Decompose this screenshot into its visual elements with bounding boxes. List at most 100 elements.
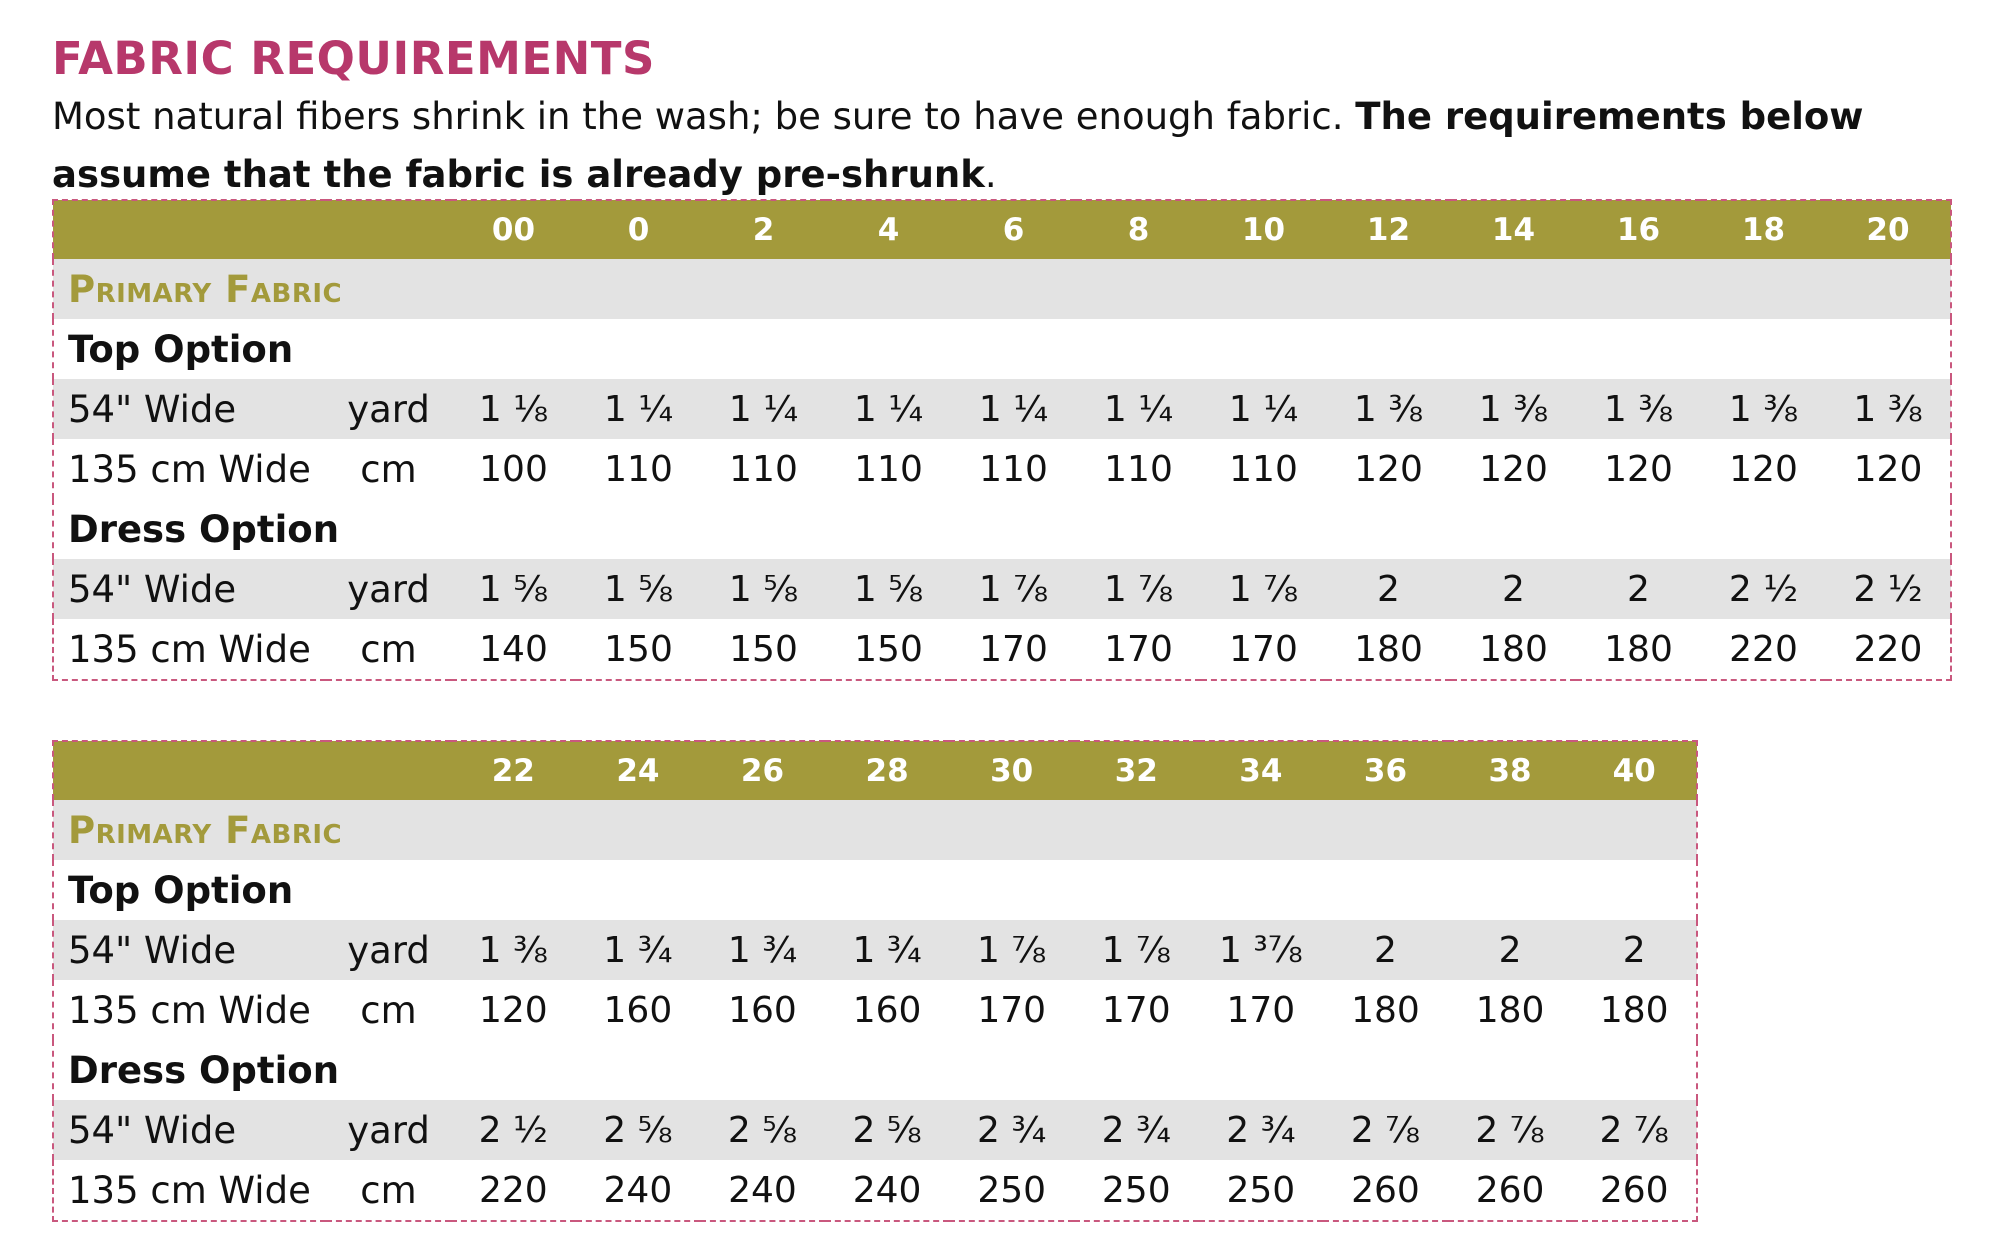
value-cell: 170	[949, 980, 1074, 1040]
row-label: 54" Wide	[53, 920, 326, 980]
value-cell: 2 ¾	[1198, 1100, 1324, 1160]
value-cell: 260	[1323, 1160, 1448, 1221]
value-cell: 120	[1576, 439, 1701, 499]
value-cell: 1 ⅜	[1701, 379, 1826, 439]
table-row: 135 cm Wide cm 120 160 160 160 170 170 170 180 180…	[53, 980, 1697, 1040]
value-cell: 120	[1326, 439, 1451, 499]
value-cell: 110	[1076, 439, 1201, 499]
value-cell: 170	[1198, 980, 1324, 1040]
value-cell: 1 ¼	[576, 379, 701, 439]
size-header: 38	[1447, 741, 1573, 800]
value-cell: 160	[700, 980, 825, 1040]
value-cell: 1 ¾	[700, 920, 825, 980]
size-header: 36	[1323, 741, 1448, 800]
value-cell: 1 ⅝	[826, 559, 951, 619]
value-cell: 170	[1201, 619, 1326, 680]
value-cell: 100	[451, 439, 576, 499]
row-unit: yard	[326, 379, 451, 439]
value-cell: 1 ⅜	[1451, 379, 1576, 439]
row-label: 135 cm Wide	[53, 1160, 326, 1221]
value-cell: 2	[1323, 920, 1448, 980]
value-cell: 110	[826, 439, 951, 499]
table-row: 135 cm Wide cm 140 150 150 150 170 170 170 180 180…	[53, 619, 1951, 680]
value-cell: 1 ¼	[1201, 379, 1326, 439]
value-cell: 2 ⅞	[1323, 1100, 1448, 1160]
value-cell: 180	[1451, 619, 1576, 680]
intro-text: Most natural fibers shrink in the wash; …	[52, 88, 1952, 204]
value-cell: 1 ³⁷⁄₈	[1198, 920, 1324, 980]
value-cell: 2	[1576, 559, 1701, 619]
top-option-label: Top Option	[53, 319, 1951, 379]
size-header: 00	[451, 200, 576, 259]
row-label: 54" Wide	[53, 379, 326, 439]
value-cell: 120	[1826, 439, 1951, 499]
size-header: 0	[576, 200, 701, 259]
value-cell: 1 ⅞	[949, 920, 1074, 980]
value-cell: 250	[949, 1160, 1074, 1221]
value-cell: 2 ½	[451, 1100, 576, 1160]
dress-option-label: Dress Option	[53, 499, 1951, 559]
value-cell: 1 ⅛	[451, 379, 576, 439]
row-label: 135 cm Wide	[53, 439, 326, 499]
value-cell: 260	[1572, 1160, 1697, 1221]
value-cell: 2	[1447, 920, 1573, 980]
value-cell: 1 ¼	[701, 379, 826, 439]
row-unit: yard	[326, 920, 451, 980]
value-cell: 150	[576, 619, 701, 680]
value-cell: 1 ⅞	[1201, 559, 1326, 619]
size-header: 18	[1701, 200, 1826, 259]
size-header: 6	[951, 200, 1076, 259]
row-label: 54" Wide	[53, 559, 326, 619]
value-cell: 250	[1073, 1160, 1199, 1221]
size-header: 40	[1572, 741, 1697, 800]
value-cell: 1 ⅞	[1073, 920, 1199, 980]
size-header: 20	[1826, 200, 1951, 259]
value-cell: 1 ⅜	[1326, 379, 1451, 439]
section-title: Primary Fabric	[53, 259, 1951, 319]
size-header-row: 22 24 26 28 30 32 34 36 38 40	[53, 741, 1697, 800]
page-title: FABRIC REQUIREMENTS	[52, 32, 655, 85]
value-cell: 180	[1323, 980, 1448, 1040]
value-cell: 180	[1572, 980, 1697, 1040]
row-unit: cm	[326, 619, 451, 680]
value-cell: 2 ⅞	[1447, 1100, 1573, 1160]
value-cell: 170	[1076, 619, 1201, 680]
value-cell: 2	[1451, 559, 1576, 619]
value-cell: 220	[1826, 619, 1951, 680]
value-cell: 1 ⅜	[1826, 379, 1951, 439]
row-label: 135 cm Wide	[53, 619, 326, 680]
value-cell: 1 ¼	[1076, 379, 1201, 439]
section-row: Primary Fabric	[53, 800, 1697, 860]
row-label: 54" Wide	[53, 1100, 326, 1160]
value-cell: 2 ¾	[1073, 1100, 1199, 1160]
dress-option-heading-row: Dress Option	[53, 499, 1951, 559]
value-cell: 180	[1447, 980, 1573, 1040]
value-cell: 110	[951, 439, 1076, 499]
size-header: 28	[824, 741, 950, 800]
value-cell: 150	[701, 619, 826, 680]
value-cell: 2 ⅝	[824, 1100, 950, 1160]
value-cell: 160	[575, 980, 701, 1040]
value-cell: 1 ¼	[951, 379, 1076, 439]
section-row: Primary Fabric	[53, 259, 1951, 319]
intro-bold: The requirements below assume that the f…	[52, 95, 1864, 196]
value-cell: 2 ⅞	[1572, 1100, 1697, 1160]
value-cell: 2	[1572, 920, 1697, 980]
value-cell: 180	[1576, 619, 1701, 680]
value-cell: 1 ¼	[826, 379, 951, 439]
size-header: 30	[949, 741, 1074, 800]
row-unit: cm	[326, 1160, 451, 1221]
size-header: 14	[1451, 200, 1576, 259]
value-cell: 1 ¾	[575, 920, 701, 980]
value-cell: 2 ½	[1701, 559, 1826, 619]
section-title: Primary Fabric	[53, 800, 1697, 860]
size-header: 8	[1076, 200, 1201, 259]
row-unit: cm	[326, 980, 451, 1040]
value-cell: 1 ⅞	[1076, 559, 1201, 619]
size-header: 4	[826, 200, 951, 259]
size-header: 22	[451, 741, 576, 800]
row-unit: cm	[326, 439, 451, 499]
